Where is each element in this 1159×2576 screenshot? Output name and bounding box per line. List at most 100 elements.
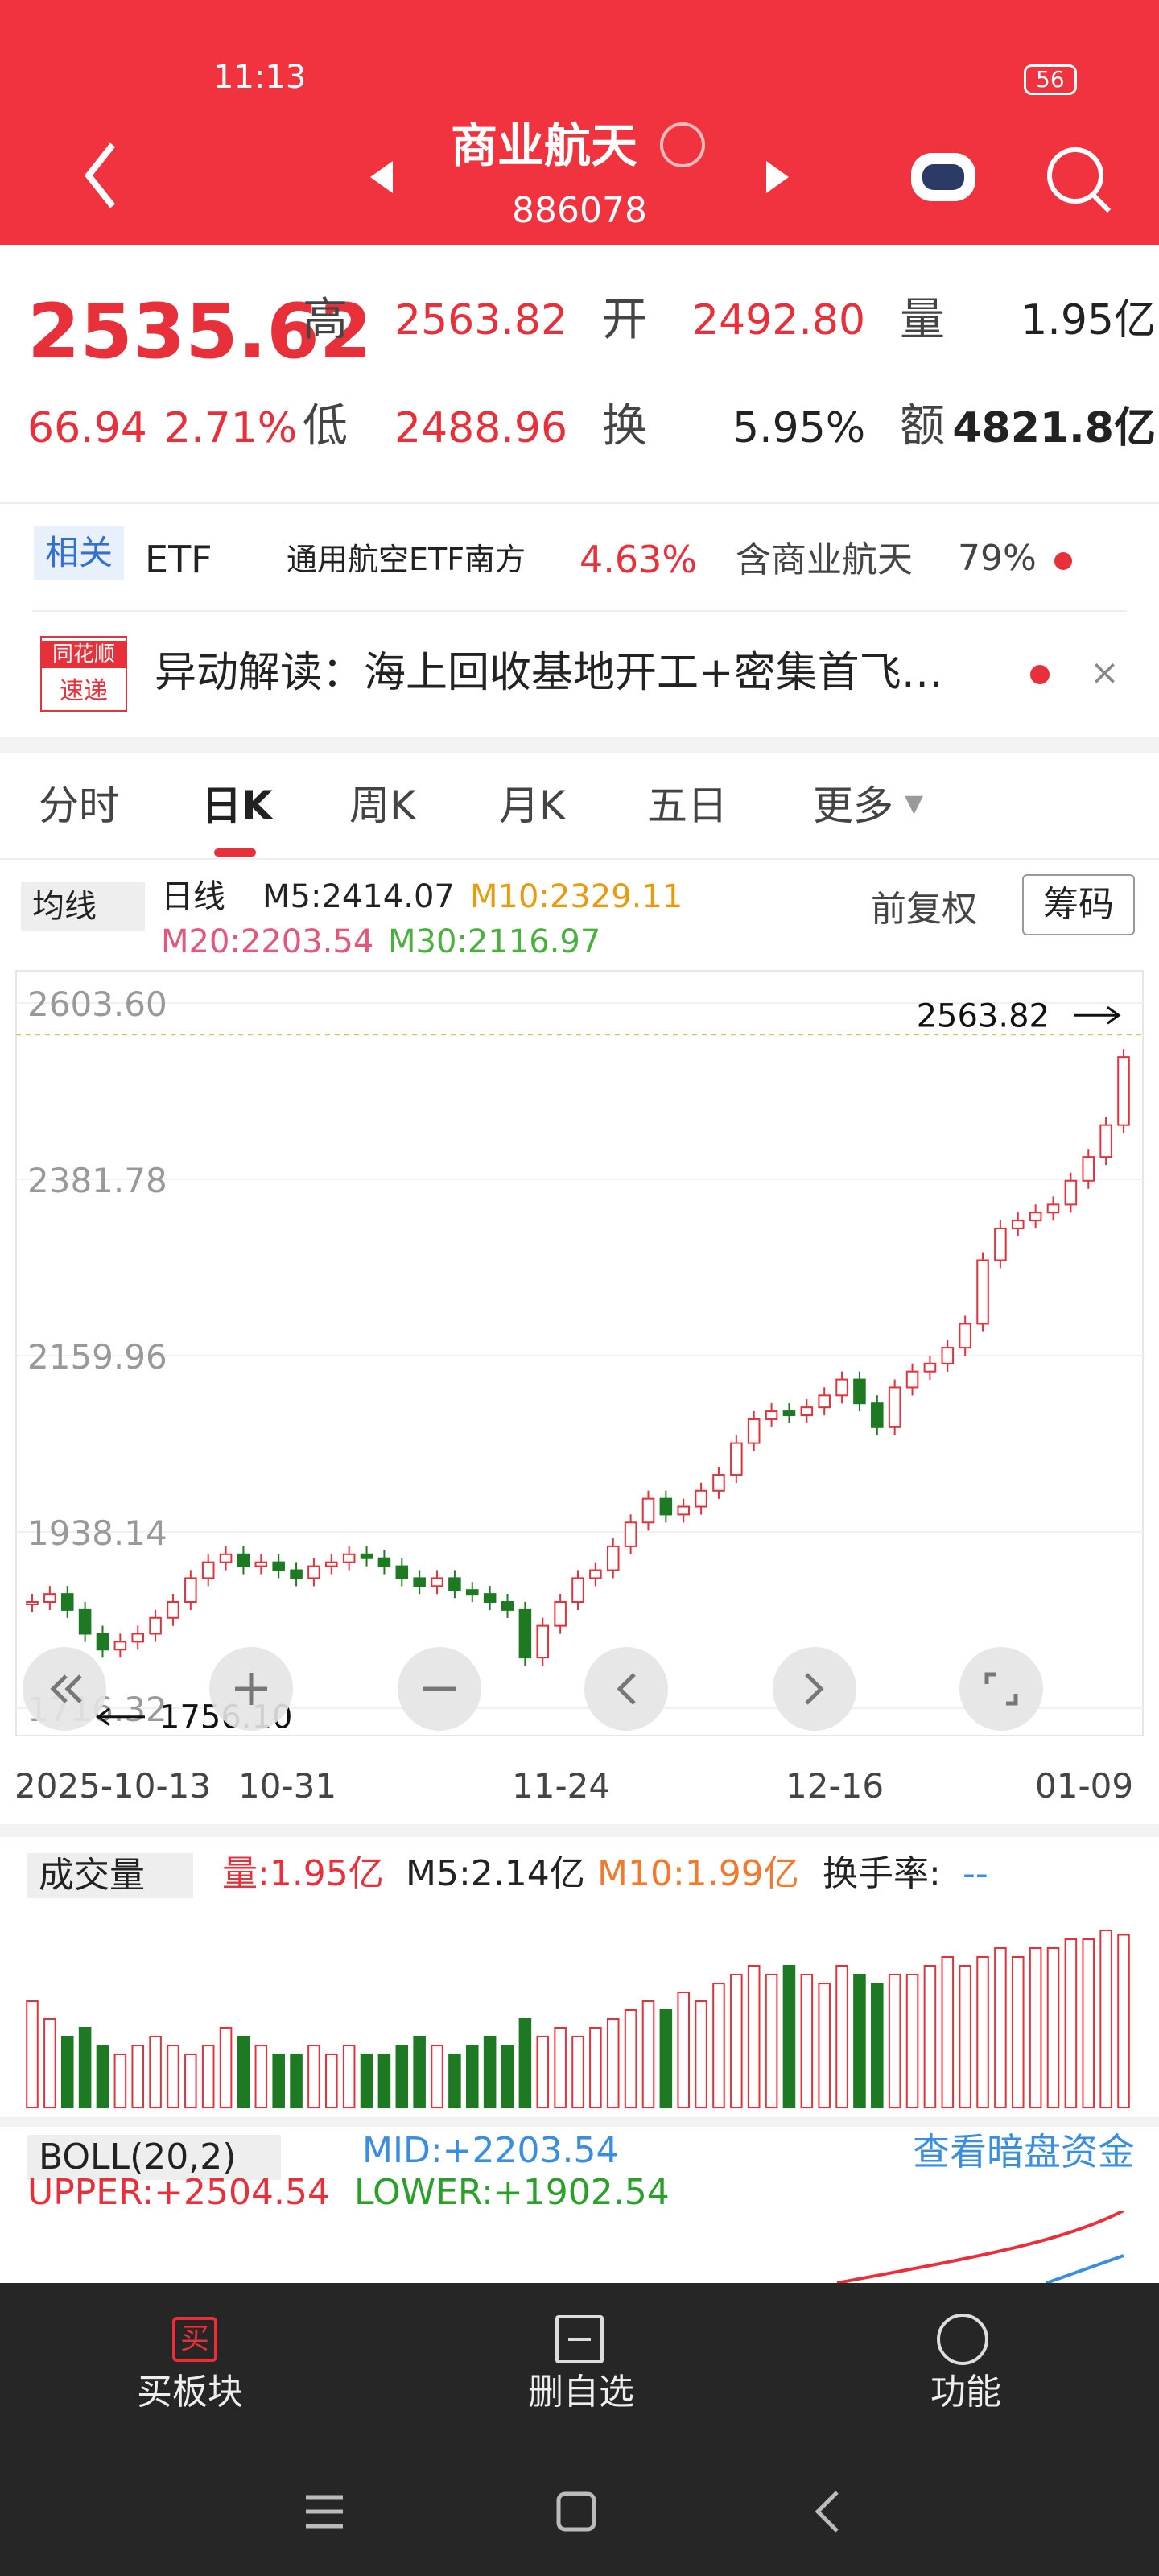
tab[interactable]: 月K — [499, 782, 566, 829]
candle — [360, 1553, 373, 1559]
logo: 同花顺 速递 — [40, 636, 127, 712]
logo-text: 同花顺 — [42, 641, 126, 668]
volume-bar — [1064, 1938, 1078, 2108]
candle — [695, 1489, 707, 1508]
holding-label: 含商业航天 — [736, 539, 913, 580]
title: 商业航天 — [451, 118, 638, 173]
volume-bar — [606, 2018, 620, 2108]
boll-upper: UPPER:+2504.54 — [27, 2172, 330, 2213]
value: 2492.80 — [692, 296, 866, 345]
separator — [0, 502, 1159, 504]
volume-bar — [871, 1983, 884, 2108]
candle — [554, 1601, 567, 1627]
nav-icon[interactable]: 买 — [172, 2317, 218, 2362]
tab[interactable]: 更多 — [813, 782, 893, 829]
vol-title[interactable]: 成交量 — [27, 1853, 193, 1898]
candle — [712, 1474, 725, 1492]
back[interactable] — [84, 142, 116, 208]
volume-bar — [1117, 1934, 1130, 2108]
candle — [167, 1601, 179, 1619]
volume-bar — [835, 1965, 848, 2108]
boll-link[interactable]: 查看暗盘资金 — [913, 2130, 1135, 2174]
nav-label[interactable]: 买板块 — [137, 2372, 243, 2413]
candle — [60, 1593, 74, 1611]
button[interactable] — [959, 1647, 1043, 1731]
etf-name: 通用航空ETF南方 — [287, 542, 526, 577]
separator — [0, 737, 1159, 753]
nav-icon[interactable] — [555, 2315, 604, 2363]
candle — [518, 1608, 532, 1659]
tab-underline — [214, 848, 256, 857]
etf-label: ETF — [145, 538, 212, 581]
volume-bar — [290, 2054, 303, 2108]
candle — [307, 1565, 320, 1579]
nav-label[interactable]: 功能 — [930, 2372, 1001, 2413]
candle — [325, 1561, 338, 1567]
nav-icon[interactable] — [937, 2314, 988, 2365]
volume-bar — [905, 1974, 919, 2108]
value: 5.95% — [732, 404, 866, 452]
volume-bar — [60, 2036, 74, 2108]
y-tick-label: 2603.60 — [27, 985, 167, 1024]
search[interactable] — [1047, 147, 1103, 204]
candle — [184, 1577, 197, 1604]
high-label: 2563.82 — [917, 997, 1050, 1034]
boll-chart — [836, 2211, 1124, 2283]
tab[interactable]: 分时 — [39, 782, 119, 829]
candle — [923, 1362, 937, 1373]
volume-bar — [941, 1956, 955, 2108]
adjust[interactable]: 前复权 — [871, 889, 977, 930]
candle — [941, 1347, 955, 1364]
turnover-label: 换手率: — [823, 1853, 941, 1894]
boll-title[interactable]: BOLL(20,2) — [27, 2135, 282, 2180]
volume-bar — [501, 2045, 514, 2108]
volume-bar — [465, 2045, 479, 2108]
logo-text: 速递 — [60, 677, 108, 705]
volume-bar — [1046, 1947, 1060, 2108]
candle — [905, 1370, 919, 1389]
ma-button[interactable]: 均线 — [21, 882, 145, 931]
volume-bar — [149, 2036, 162, 2108]
separator — [0, 2117, 1159, 2127]
info[interactable] — [660, 122, 705, 167]
candle — [272, 1561, 285, 1571]
candle — [888, 1386, 901, 1428]
button[interactable] — [773, 1647, 856, 1731]
volume-bar — [342, 2045, 356, 2108]
button[interactable] — [23, 1647, 106, 1731]
button[interactable] — [584, 1647, 668, 1731]
volume-bar — [1099, 1930, 1112, 2108]
candle — [747, 1418, 761, 1444]
candle — [818, 1394, 831, 1409]
candle — [43, 1593, 56, 1604]
volume-bar — [624, 2009, 637, 2108]
tab[interactable]: 五日 — [647, 782, 728, 829]
tab[interactable]: 日K — [201, 782, 273, 829]
volume-bar — [554, 2027, 567, 2108]
next[interactable] — [766, 161, 789, 193]
volume-bar — [571, 2036, 584, 2108]
prev[interactable] — [370, 161, 393, 193]
volume-bar — [782, 1965, 796, 2108]
chips[interactable]: 筹码 — [1022, 874, 1135, 935]
candle — [483, 1593, 497, 1604]
candle — [501, 1601, 514, 1611]
candle — [1099, 1124, 1112, 1158]
volume-bar — [818, 1983, 831, 2108]
volume-bar — [659, 2009, 673, 2108]
y-tick-label: 2381.78 — [27, 1161, 167, 1200]
m5: M5:2414.07 — [262, 878, 455, 915]
volume-bar — [536, 2036, 550, 2108]
news-text[interactable]: 异动解读：海上回收基地开工+密集首飞… — [155, 649, 943, 697]
close[interactable]: × — [1090, 652, 1120, 693]
tab[interactable]: 周K — [349, 782, 416, 829]
volume-bar — [325, 2054, 338, 2108]
candle — [448, 1577, 461, 1591]
volume-bar — [431, 2045, 443, 2108]
nav-label[interactable]: 删自选 — [528, 2372, 634, 2413]
candle — [342, 1553, 356, 1563]
header: 11:13 56 商业航天 886078 — [0, 0, 1159, 245]
separator — [32, 610, 1127, 612]
volume-bar — [518, 2018, 532, 2108]
